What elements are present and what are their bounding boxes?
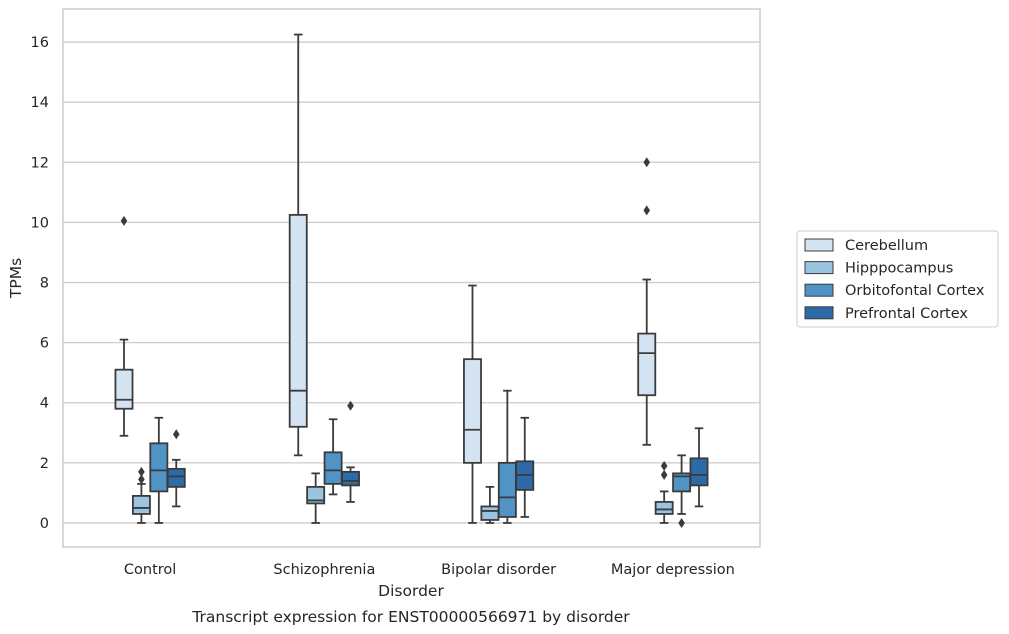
y-tick-label: 0 — [40, 516, 49, 532]
y-tick-label: 12 — [31, 155, 49, 171]
x-tick-label: Control — [124, 562, 176, 578]
box-0-0 — [114, 215, 134, 437]
box-2-0 — [463, 284, 482, 524]
x-tick-label: Major depression — [611, 562, 735, 578]
box-3-1 — [654, 460, 674, 524]
box-iqr — [480, 505, 500, 521]
y-tick-label: 6 — [40, 336, 49, 352]
plot-frame — [62, 8, 761, 548]
legend-label: Cerebellum — [845, 238, 928, 254]
y-tick-label: 8 — [40, 276, 49, 292]
y-tick-label: 14 — [31, 95, 49, 111]
outlier-point — [678, 517, 685, 528]
box-iqr — [288, 213, 308, 428]
x-tick-label: Bipolar disorder — [441, 562, 556, 578]
outlier-point — [660, 469, 668, 480]
box-iqr — [166, 467, 186, 488]
legend-label: Prefrontal Cortex — [845, 306, 968, 322]
figure-caption: Transcript expression for ENST0000056697… — [191, 608, 630, 626]
outlier-point — [120, 215, 128, 226]
legend-label: Hipppocampus — [845, 261, 953, 277]
box-iqr — [114, 368, 134, 410]
y-tick-label: 10 — [31, 215, 49, 231]
legend-swatch — [804, 306, 834, 320]
box-1-2 — [323, 418, 343, 496]
outlier-point — [138, 466, 145, 477]
box-1-1 — [306, 472, 326, 524]
y-tick-label: 16 — [31, 35, 49, 51]
outlier-point — [660, 460, 668, 471]
boxes — [114, 33, 709, 528]
legend-frame — [796, 230, 999, 328]
box-1-0 — [288, 33, 308, 457]
y-tick-labels: 0 2 4 6 8 10 12 14 16 — [31, 35, 49, 532]
box-3-0 — [637, 157, 657, 446]
legend-swatch — [804, 238, 834, 252]
y-axis-title: TPMs — [7, 258, 25, 299]
box-3-2 — [672, 454, 692, 528]
legend-label: Orbitofontal Cortex — [845, 283, 985, 299]
outlier-point — [347, 400, 354, 411]
box-0-1 — [131, 466, 151, 524]
x-tick-label: Schizophrenia — [273, 562, 375, 578]
box-iqr — [654, 501, 674, 515]
outlier-point — [172, 429, 180, 440]
y-tick-label: 2 — [40, 456, 49, 472]
x-tick-labels: Control Schizophrenia Bipolar disorder Majo… — [124, 562, 735, 578]
box-2-1 — [480, 485, 500, 524]
x-axis-title: Disorder — [378, 582, 444, 600]
box-2-3 — [515, 416, 535, 518]
box-3-3 — [689, 427, 709, 508]
y-tick-label: 4 — [40, 396, 49, 412]
box-iqr — [341, 470, 360, 487]
box-iqr — [131, 495, 151, 515]
legend: Cerebellum Hipppocampus Orbitofontal Corte… — [796, 230, 999, 328]
box-0-3 — [166, 429, 186, 508]
box-iqr — [463, 358, 482, 464]
box-iqr — [637, 332, 657, 397]
outlier-point — [643, 205, 651, 216]
box-iqr — [306, 485, 326, 505]
outlier-point — [138, 474, 145, 485]
legend-swatch — [804, 261, 834, 275]
box-iqr — [323, 451, 343, 485]
legend-swatch — [804, 283, 834, 297]
box-0-2 — [149, 416, 169, 524]
gridlines — [63, 41, 760, 524]
box-iqr — [689, 457, 709, 487]
outlier-point — [643, 157, 651, 168]
box-iqr — [497, 461, 517, 518]
box-2-2 — [497, 389, 517, 524]
box-iqr — [149, 442, 169, 493]
box-1-3 — [341, 400, 360, 503]
